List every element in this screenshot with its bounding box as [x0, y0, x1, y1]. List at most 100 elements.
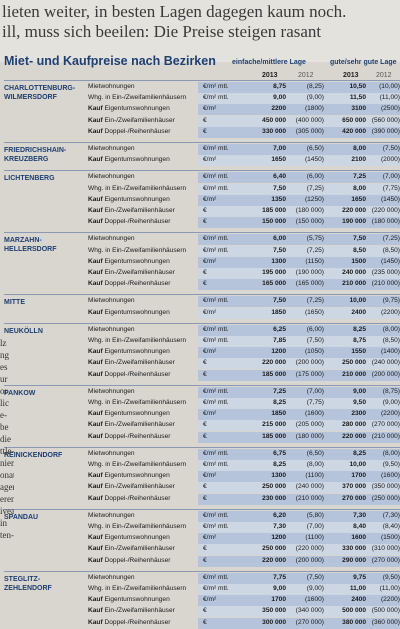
row-value: 1300: [271, 257, 286, 265]
row-value: (7,30): [382, 511, 400, 519]
row-value: (10,00): [379, 83, 400, 90]
row-value: (8,00): [306, 461, 324, 468]
row-value: (2500): [380, 105, 400, 113]
row-unit: €/m² mtl.: [203, 523, 229, 530]
table-row: Mietwohnungen €/m² mtl. 6,25 (6,00) 8,25 (8,0…: [88, 324, 400, 336]
row-value: 330 000: [342, 545, 366, 553]
row-label-text: Ein-/Zweifamilienhäuser: [104, 269, 175, 276]
row-value: 7,30: [273, 523, 286, 530]
row-band: [198, 324, 400, 336]
kauf-prefix: Kauf: [88, 618, 105, 626]
kauf-prefix: Kauf: [88, 116, 105, 124]
row-value: 1300: [271, 472, 286, 480]
row-band: [198, 296, 400, 308]
row-label: Mietwohnungen: [88, 388, 135, 395]
row-value: 190 000: [342, 218, 366, 226]
row-value: 7,25: [273, 387, 286, 395]
district-divider: [4, 322, 400, 324]
row-band: [198, 307, 400, 319]
row-label: Whg. in Ein-/Zweifamilienhäusern: [88, 247, 186, 254]
row-value: 1650: [271, 156, 286, 164]
kauf-prefix: Kauf: [88, 432, 105, 440]
row-label-text: Eigentumswohnungen: [104, 348, 170, 356]
row-band: [198, 420, 400, 432]
row-band: [198, 126, 400, 138]
row-label-text: Whg. in Ein-/Zweifamilienhäusern: [88, 461, 187, 468]
kauf-prefix: Kauf: [88, 494, 105, 502]
row-unit: €: [203, 370, 207, 378]
row-value: 8,40: [353, 523, 366, 530]
row-value: 380 000: [342, 618, 366, 626]
table-row: Whg. in Ein-/Zweifamilienhäusern €/m² mtl…: [88, 584, 400, 595]
row-value: 1500: [351, 257, 366, 265]
row-value: (11,00): [379, 94, 400, 102]
row-value: 8,75: [273, 83, 286, 90]
row-band: [198, 115, 400, 127]
table-row: Mietwohnungen €/m² mtl. 6,20 (5,80) 7,30 (7,3…: [88, 510, 400, 522]
row-label: Mietwohnungen: [88, 512, 135, 519]
row-band: [198, 268, 400, 279]
row-unit: €/m²: [203, 596, 217, 604]
row-unit: €/m²: [203, 410, 217, 418]
district-divider: [4, 570, 400, 572]
row-value: (240 000): [371, 359, 400, 367]
row-label: Kauf Doppel-/Reihenhäuser: [88, 218, 170, 225]
row-unit: €/m²: [203, 156, 217, 164]
row-band: [198, 555, 400, 567]
district-name-line: REINICKENDORF: [4, 451, 63, 459]
table-row: Kauf Ein-/Zweifamilienhäuser €215 000 (205…: [88, 420, 400, 432]
row-value: (500 000): [371, 607, 400, 615]
row-label-text: Mietwohnungen: [88, 173, 135, 181]
row-band: [198, 144, 400, 155]
district-name-line: HELLERSDORF: [4, 246, 57, 254]
row-unit: €/m² mtl.: [203, 83, 229, 90]
table-row: Kauf Doppel-/Reihenhäuser €185 000 (175 00…: [88, 369, 400, 381]
row-value: 195 000: [262, 269, 286, 276]
table-row: Mietwohnungen €/m² mtl. 7,75 (7,50) 9,75 (9,5…: [88, 572, 400, 584]
row-label-text: Whg. in Ein-/Zweifamilienhäusern: [88, 523, 187, 530]
district-name: STEGLITZ- ZEHLENDORF: [4, 575, 52, 593]
row-value: 10,50: [349, 83, 366, 90]
row-value: 2200: [271, 105, 286, 113]
row-value: 7,50: [273, 184, 286, 192]
row-value: (1450): [304, 156, 324, 164]
row-value: 150 000: [262, 218, 286, 226]
row-value: (7,50): [382, 145, 400, 152]
table-row: Whg. in Ein-/Zweifamilienhäusern €/m² mtl…: [88, 93, 400, 105]
row-label: Whg. in Ein-/Zweifamilienhäusern: [88, 185, 186, 192]
table-row: Mietwohnungen €/m² mtl. 7,25 (7,00) 9,00 (8,7…: [88, 386, 400, 398]
row-value: (7,25): [382, 235, 400, 243]
district-name: NEUKÖLLN: [4, 327, 43, 336]
row-label: Kauf Ein-/Zweifamilienhäuser: [88, 607, 175, 614]
row-value: 210 000: [342, 370, 366, 378]
row-unit: €/m²: [203, 105, 217, 113]
table-row: Kauf Ein-/Zweifamilienhäuser €350 000 (340…: [88, 606, 400, 618]
row-unit: €: [203, 494, 207, 502]
row-value: (180 000): [295, 207, 324, 214]
row-label: Mietwohnungen: [88, 173, 135, 180]
district-name: PANKOW: [4, 389, 35, 398]
row-value: (7,00): [306, 523, 324, 530]
row-value: 220 000: [342, 432, 366, 440]
row-value: (1600): [380, 472, 400, 480]
district-name-line: KREUZBERG: [4, 156, 49, 163]
district-divider: [4, 294, 400, 296]
row-value: (7,75): [306, 399, 324, 406]
row-value: (180 000): [295, 432, 324, 440]
row-value: (305 000): [295, 127, 324, 135]
row-label: Kauf Ein-/Zweifamilienhäuser: [88, 483, 175, 490]
row-value: 420 000: [342, 127, 366, 135]
row-unit: €/m² mtl.: [203, 235, 229, 243]
row-value: (2200): [380, 308, 400, 316]
table-row: Kauf Ein-/Zweifamilienhäuser €450 000 (400…: [88, 115, 400, 127]
row-value: 6,40: [273, 173, 286, 181]
row-label: Kauf Doppel-/Reihenhäuser: [88, 433, 170, 440]
row-label-text: Ein-/Zweifamilienhäuser: [104, 421, 175, 429]
row-label-text: Doppel-/Reihenhäuser: [104, 618, 171, 626]
row-value: (560 000): [371, 116, 400, 124]
row-value: 220 000: [262, 359, 286, 367]
row-value: (200 000): [295, 359, 324, 367]
row-label: Whg. in Ein-/Zweifamilienhäusern: [88, 461, 186, 468]
row-label: Whg. in Ein-/Zweifamilienhäusern: [88, 585, 186, 592]
row-band: [198, 336, 400, 347]
